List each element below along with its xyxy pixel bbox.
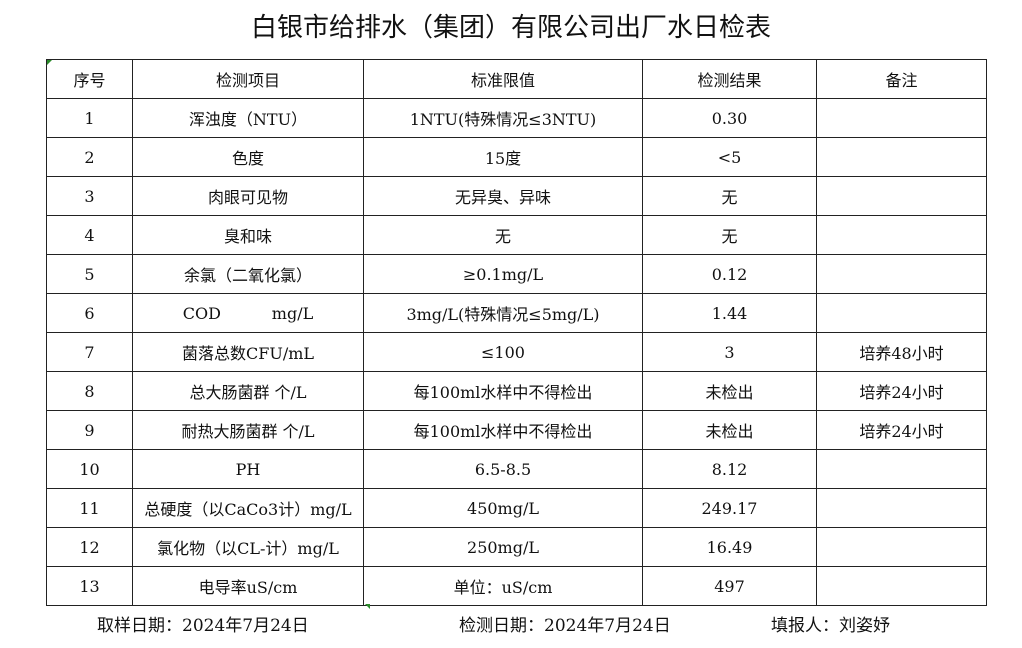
- standard-limit: 无异臭、异味: [363, 176, 643, 216]
- test-result: 1.44: [642, 293, 817, 333]
- row-number: 11: [46, 488, 133, 528]
- test-item: PH: [132, 449, 364, 489]
- remark: 培养24小时: [816, 371, 987, 411]
- test-result: 无: [642, 215, 817, 255]
- remark: [816, 527, 987, 567]
- test-item: 肉眼可见物: [132, 176, 364, 216]
- test-item: 余氯（二氧化氯）: [132, 254, 364, 294]
- remark: [816, 176, 987, 216]
- header-cell: 检测结果: [642, 59, 817, 99]
- row-number: 9: [46, 410, 133, 450]
- remark: [816, 293, 987, 333]
- standard-limit: 250mg/L: [363, 527, 643, 567]
- test-result: 无: [642, 176, 817, 216]
- table-row: 1 浑浊度（NTU） 1NTU(特殊情况≤3NTU) 0.30: [46, 98, 987, 138]
- test-result: 3: [642, 332, 817, 372]
- cell-marker: [47, 60, 52, 65]
- standard-limit: 每100ml水样中不得检出: [363, 371, 643, 411]
- test-result: 未检出: [642, 410, 817, 450]
- table-row: 12 氯化物（以CL-计）mg/L 250mg/L 16.49: [46, 527, 987, 567]
- test-item: COD mg/L: [132, 293, 364, 333]
- standard-limit: 无: [363, 215, 643, 255]
- header-cell: 检测项目: [132, 59, 364, 99]
- table-row: 5 余氯（二氧化氯） ≥0.1mg/L 0.12: [46, 254, 987, 294]
- test-result: 8.12: [642, 449, 817, 489]
- standard-limit: 15度: [363, 137, 643, 177]
- table-row: 6 COD mg/L 3mg/L(特殊情况≤5mg/L) 1.44: [46, 293, 987, 333]
- table-row: 8 总大肠菌群 个/L 每100ml水样中不得检出 未检出 培养24小时: [46, 371, 987, 411]
- row-number: 3: [46, 176, 133, 216]
- standard-limit: 3mg/L(特殊情况≤5mg/L): [363, 293, 643, 333]
- test-result: 0.12: [642, 254, 817, 294]
- row-number: 7: [46, 332, 133, 372]
- test-date: 检测日期：2024年7月24日: [459, 616, 671, 636]
- standard-limit: 6.5-8.5: [363, 449, 643, 489]
- remark: [816, 566, 987, 606]
- standard-limit: ≥0.1mg/L: [363, 254, 643, 294]
- test-item: 总大肠菌群 个/L: [132, 371, 364, 411]
- header-cell: 标准限值: [363, 59, 643, 99]
- remark: [816, 254, 987, 294]
- standard-limit: 单位：uS/cm: [363, 566, 643, 606]
- remark: [816, 137, 987, 177]
- row-number: 5: [46, 254, 133, 294]
- sampling-date: 取样日期：2024年7月24日: [97, 616, 309, 636]
- test-item: 电导率uS/cm: [132, 566, 364, 606]
- row-number: 10: [46, 449, 133, 489]
- cell-marker: [365, 604, 370, 609]
- test-item: 总硬度（以CaCo3计）mg/L: [132, 488, 364, 528]
- row-number: 12: [46, 527, 133, 567]
- inspection-table: 序号 检测项目 标准限值 检测结果 备注 1 浑浊度（NTU） 1NTU(特殊情况≤…: [46, 59, 987, 606]
- test-result: 16.49: [642, 527, 817, 567]
- test-item: 氯化物（以CL-计）mg/L: [132, 527, 364, 567]
- test-result: 未检出: [642, 371, 817, 411]
- remark: [816, 98, 987, 138]
- table-header-row: 序号 检测项目 标准限值 检测结果 备注: [46, 59, 987, 99]
- table-row: 4 臭和味无无: [46, 215, 987, 255]
- table-row: 9 耐热大肠菌群 个/L 每100ml水样中不得检出 未检出 培养24小时: [46, 410, 987, 450]
- remark: 培养24小时: [816, 410, 987, 450]
- row-number: 6: [46, 293, 133, 333]
- table-row: 11 总硬度（以CaCo3计）mg/L 450mg/L 249.17: [46, 488, 987, 528]
- table-row: 13 电导率uS/cm 单位：uS/cm 497: [46, 566, 987, 606]
- remark: [816, 488, 987, 528]
- filled-by: 填报人：刘姿妤: [771, 616, 890, 636]
- standard-limit: ≤100: [363, 332, 643, 372]
- row-number: 1: [46, 98, 133, 138]
- test-result: 497: [642, 566, 817, 606]
- row-number: 13: [46, 566, 133, 606]
- remark: [816, 215, 987, 255]
- remark: [816, 449, 987, 489]
- test-item: 色度: [132, 137, 364, 177]
- test-result: 249.17: [642, 488, 817, 528]
- header-cell: 序号: [46, 59, 133, 99]
- row-number: 4: [46, 215, 133, 255]
- page-title: 白银市给排水（集团）有限公司出厂水日检表: [250, 13, 771, 43]
- test-result: <5: [642, 137, 817, 177]
- table-row: 7 菌落总数CFU/mL ≤100 3 培养48小时: [46, 332, 987, 372]
- test-item: 臭和味: [132, 215, 364, 255]
- header-cell: 备注: [816, 59, 987, 99]
- test-item: 菌落总数CFU/mL: [132, 332, 364, 372]
- test-result: 0.30: [642, 98, 817, 138]
- row-number: 8: [46, 371, 133, 411]
- test-item: 浑浊度（NTU）: [132, 98, 364, 138]
- table-row: 2 色度 15度 <5: [46, 137, 987, 177]
- standard-limit: 1NTU(特殊情况≤3NTU): [363, 98, 643, 138]
- row-number: 2: [46, 137, 133, 177]
- table-row: 3 肉眼可见物 无异臭、异味无: [46, 176, 987, 216]
- standard-limit: 450mg/L: [363, 488, 643, 528]
- test-item: 耐热大肠菌群 个/L: [132, 410, 364, 450]
- table-row: 10 PH 6.5-8.5 8.12: [46, 449, 987, 489]
- remark: 培养48小时: [816, 332, 987, 372]
- standard-limit: 每100ml水样中不得检出: [363, 410, 643, 450]
